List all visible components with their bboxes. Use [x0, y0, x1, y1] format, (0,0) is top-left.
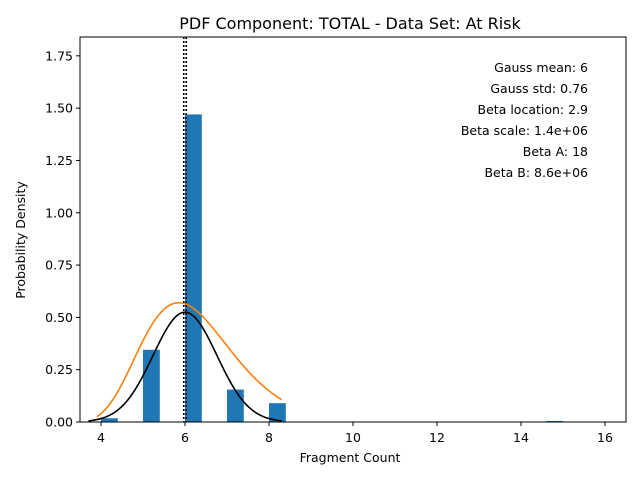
x-tick-label: 14: [513, 430, 529, 445]
gauss-fit-line: [88, 311, 282, 422]
histogram-bar: [227, 389, 244, 422]
histogram-bar: [101, 418, 118, 422]
x-tick-label: 8: [265, 430, 273, 445]
x-axis-title: Fragment Count: [300, 450, 401, 465]
y-axis: 0.00 0.25 0.50 0.75 1.00 1.25 1.50 1.75: [45, 48, 80, 430]
parameter-annotations: Gauss mean: 6 Gauss std: 0.76 Beta locatio…: [461, 60, 588, 180]
parameter-annotation: Gauss std: 0.76: [490, 81, 588, 96]
y-tick-label: 0.50: [45, 310, 73, 325]
parameter-annotation: Beta B: 8.6e+06: [484, 165, 588, 180]
parameter-annotation: Beta scale: 1.4e+06: [461, 123, 588, 138]
chart-title: PDF Component: TOTAL - Data Set: At Risk: [179, 14, 521, 33]
y-axis-title: Probability Density: [13, 181, 28, 299]
x-tick-label: 12: [429, 430, 445, 445]
y-tick-label: 1.00: [45, 205, 73, 220]
beta-fit-line: [96, 301, 283, 418]
x-tick-label: 16: [597, 430, 613, 445]
parameter-annotation: Beta A: 18: [523, 144, 588, 159]
y-tick-label: 0.75: [45, 258, 73, 273]
parameter-annotation: Gauss mean: 6: [494, 60, 588, 75]
y-tick-label: 0.00: [45, 415, 73, 430]
x-axis: 4 6 8 10 12 14 16: [97, 422, 613, 445]
y-tick-label: 0.25: [45, 362, 73, 377]
histogram-bar: [269, 403, 286, 422]
y-tick-label: 1.25: [45, 153, 73, 168]
histogram-bar: [185, 114, 202, 422]
x-tick-label: 10: [345, 430, 361, 445]
y-tick-label: 1.50: [45, 101, 73, 116]
y-tick-label: 1.75: [45, 48, 73, 63]
parameter-annotation: Beta location: 2.9: [478, 102, 589, 117]
x-tick-label: 6: [181, 430, 189, 445]
histogram-bar: [546, 420, 563, 422]
x-tick-label: 4: [97, 430, 105, 445]
